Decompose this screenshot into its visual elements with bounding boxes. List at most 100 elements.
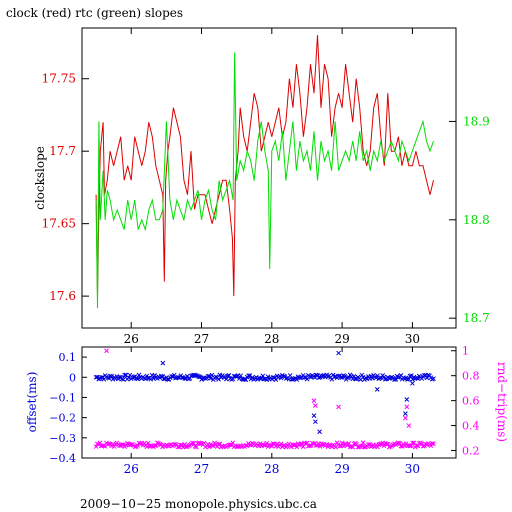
offset-point xyxy=(226,372,232,378)
offset-point xyxy=(143,376,148,382)
x-tick-label: 29 xyxy=(334,462,349,476)
offset-point xyxy=(250,374,255,380)
offset-outlier-point xyxy=(336,350,341,356)
rnd-trip-point xyxy=(410,440,416,446)
x-tick-label: 30 xyxy=(405,462,420,476)
offset-point xyxy=(406,376,412,382)
rnd-trip-y-tick-label: 0.8 xyxy=(462,370,480,383)
slopes-plot-frame xyxy=(81,27,457,329)
rnd-trip-point xyxy=(350,444,356,450)
rtc-slope-line xyxy=(95,52,434,309)
offset-point xyxy=(131,374,137,380)
x-tick-label: 30 xyxy=(405,332,420,346)
offset-point xyxy=(109,374,115,379)
offset-outlier-point xyxy=(317,429,322,435)
rnd-trip-point xyxy=(278,441,284,447)
offset-point xyxy=(315,373,320,378)
rnd-trip-point xyxy=(429,441,435,446)
rnd-trip-y-tick-label: 0.2 xyxy=(462,445,480,458)
rnd-trip-point xyxy=(320,442,326,447)
offset-point xyxy=(173,375,178,381)
offset-point xyxy=(338,374,344,380)
rnd-trip-point xyxy=(117,443,122,449)
offset-outlier-point xyxy=(160,360,166,366)
rnd-trip-outlier-point xyxy=(336,404,341,410)
offset-point xyxy=(151,376,156,381)
rnd-trip-point xyxy=(355,444,361,450)
offset-point xyxy=(316,375,322,381)
offset-outlier-point xyxy=(374,387,380,392)
rnd-trip-outlier-point xyxy=(311,398,317,403)
offset-point xyxy=(336,373,341,379)
rnd-trip-y-tick-label: 0.4 xyxy=(462,420,480,433)
offset-point xyxy=(136,372,142,378)
offset-outlier-point xyxy=(313,419,318,425)
offset-point xyxy=(192,372,198,378)
rnd-trip-point xyxy=(299,441,305,447)
offset-point xyxy=(342,373,348,379)
rnd-trip-point xyxy=(362,444,367,450)
rtc-y-tick-label: 18.9 xyxy=(463,114,490,128)
clock-y-tick-label: 17.65 xyxy=(42,217,76,231)
rnd-trip-point xyxy=(186,443,191,449)
offset-outlier-point xyxy=(410,380,415,386)
offset-y-axis-label: offset(ms) xyxy=(25,372,39,433)
clock-y-tick-label: 17.7 xyxy=(49,144,76,158)
rnd-trip-point xyxy=(324,441,330,447)
offset-point xyxy=(165,376,171,382)
offset-points xyxy=(93,350,436,435)
offset-point xyxy=(148,376,154,382)
offset-point xyxy=(135,376,141,382)
offset-y-tick-label: −0.1 xyxy=(49,391,76,404)
rnd-trip-point xyxy=(359,443,365,449)
offset-point xyxy=(405,377,410,382)
slopes-y-axis-label: clockslope xyxy=(33,146,47,210)
x-tick-label: 26 xyxy=(124,462,139,476)
rnd-trip-point xyxy=(148,443,154,449)
rnd-trip-point xyxy=(194,444,199,450)
offset-point xyxy=(352,376,358,382)
rtc-y-tick-label: 18.7 xyxy=(463,311,490,325)
rnd-trip-point xyxy=(191,440,197,446)
offset-point xyxy=(414,375,419,381)
rnd-trip-point xyxy=(381,443,387,449)
rnd-trip-point xyxy=(207,444,212,450)
offset-point xyxy=(179,375,185,380)
offset-outlier-point xyxy=(404,397,410,402)
rnd-trip-point xyxy=(111,444,117,449)
offset-point xyxy=(369,375,375,381)
offset-point xyxy=(207,373,212,379)
offset-point xyxy=(246,373,251,379)
offset-y-tick-label: 0.1 xyxy=(59,351,77,364)
rnd-trip-point xyxy=(175,444,181,450)
rnd-trip-point xyxy=(266,442,272,448)
rnd-trip-point xyxy=(308,443,314,448)
rnd-trip-outlier-point xyxy=(404,404,410,410)
offset-point xyxy=(134,375,139,381)
offset-point xyxy=(238,373,244,379)
offset-point xyxy=(290,377,296,382)
offset-point xyxy=(188,373,194,379)
offset-axes: 26 27 28 29 30 0.1 0 −0.1 −0.2 −0.3 −0.4 0.2 0.4 0.6 0… xyxy=(49,345,479,476)
offset-point xyxy=(208,376,214,381)
offset-point xyxy=(259,375,264,381)
rnd-trip-point xyxy=(197,440,203,446)
offset-point xyxy=(122,372,128,378)
offset-point xyxy=(409,373,414,378)
offset-point xyxy=(332,374,337,380)
offset-point xyxy=(145,375,151,381)
offset-y-tick-label: −0.2 xyxy=(49,412,76,425)
offset-point xyxy=(117,374,122,380)
rnd-trip-point xyxy=(243,442,249,448)
rnd-trip-point xyxy=(294,444,300,450)
rnd-trip-point xyxy=(165,443,171,449)
clock-slope-line xyxy=(95,35,434,297)
rnd-trip-y-axis-label: rnd−trip(ms) xyxy=(495,362,509,442)
x-tick-label: 29 xyxy=(334,332,349,346)
rnd-trip-point xyxy=(367,442,373,447)
rnd-trip-point xyxy=(377,441,383,447)
offset-point xyxy=(216,376,221,382)
offset-point xyxy=(415,376,421,381)
offset-point xyxy=(373,375,379,381)
